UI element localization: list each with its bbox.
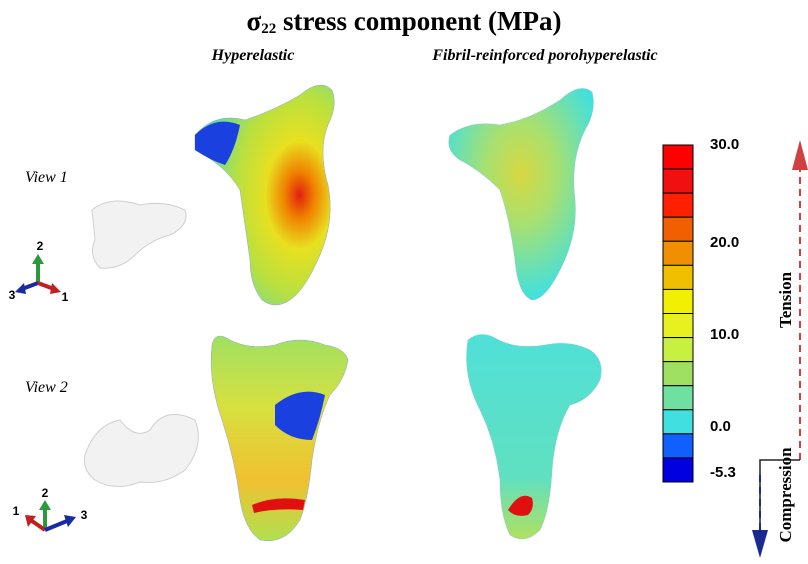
axis-label: 1: [62, 290, 69, 304]
row-label: View 1: [25, 169, 68, 186]
colorbar-segment: [662, 457, 694, 483]
colorbar-label: 10.0: [710, 326, 739, 343]
arrow-connector: [759, 459, 800, 535]
colorbar-segment: [662, 240, 694, 266]
colorbar-segment: [662, 168, 694, 194]
meniscus-fibril-view1: [448, 88, 594, 301]
title: σ22 stress component (MPa): [247, 6, 562, 37]
column-header: Hyperelastic: [211, 47, 295, 64]
colorbar-label: -5.3: [710, 464, 736, 481]
title-text: stress component (MPa): [276, 6, 561, 36]
colorbar-label: 0.0: [710, 418, 731, 435]
colorbar-label: 30.0: [710, 136, 739, 153]
colorbar: [662, 144, 694, 483]
joint-icon: [84, 413, 199, 487]
colorbar-segment: [662, 288, 694, 314]
axis-label: 3: [81, 508, 88, 522]
compression-region: [195, 121, 240, 165]
tension-arrowhead: [792, 140, 808, 170]
column-header: Fibril-reinforced porohyperelastic: [431, 47, 657, 64]
compression-region: [275, 391, 325, 440]
colorbar-segment: [662, 409, 694, 435]
axis-label: 2: [37, 239, 44, 253]
axis-triad: 2 1 3: [13, 486, 88, 532]
colorbar-segment: [662, 361, 694, 387]
colorbar-segment: [662, 385, 694, 411]
row-label: View 2: [25, 379, 68, 396]
axis-label: 2: [42, 486, 49, 500]
arrow-label: Compression: [776, 447, 795, 543]
axis-triad: 2 3 1: [9, 239, 69, 304]
title-subscript: 22: [261, 21, 276, 37]
arrow-label: Tension: [776, 271, 795, 328]
title-symbol: σ: [247, 6, 262, 36]
meniscus-hyperelastic-view2: [210, 335, 349, 542]
compression-arrowhead: [752, 530, 768, 558]
colorbar-segment: [662, 313, 694, 339]
axis-label: 3: [9, 288, 16, 302]
colorbar-segment: [662, 264, 694, 290]
colorbar-segment: [662, 337, 694, 363]
axis-label: 1: [13, 504, 20, 518]
colorbar-segment: [662, 144, 694, 170]
tension-peak: [252, 498, 305, 513]
colorbar-segment: [662, 433, 694, 459]
colorbar-segment: [662, 192, 694, 218]
colorbar-label: 20.0: [710, 234, 739, 251]
meniscus-hyperelastic-view1: [194, 84, 335, 306]
tension-peak: [508, 495, 533, 516]
colorbar-segment: [662, 216, 694, 242]
joint-icon: [91, 200, 187, 269]
meniscus-fibril-view2: [466, 334, 602, 540]
